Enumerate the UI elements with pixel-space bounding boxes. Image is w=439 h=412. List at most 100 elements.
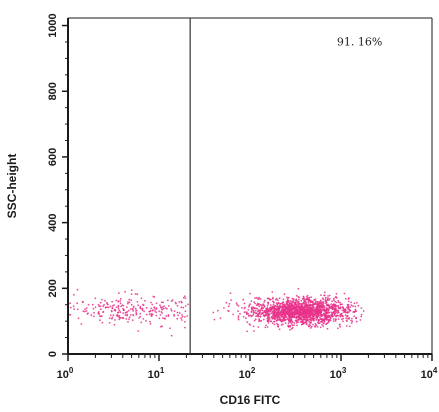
data-point: [322, 309, 324, 312]
data-point: [102, 305, 104, 308]
data-point: [258, 305, 261, 308]
data-point: [124, 311, 127, 314]
data-point: [298, 303, 300, 306]
data-point: [271, 322, 274, 325]
data-point: [342, 320, 344, 323]
data-point: [246, 330, 249, 333]
data-point: [160, 301, 163, 304]
data-point: [149, 322, 152, 325]
data-point: [170, 300, 173, 302]
data-point: [254, 297, 256, 299]
data-point: [242, 315, 245, 318]
data-point: [250, 310, 253, 313]
data-point: [106, 303, 109, 306]
data-point: [144, 299, 146, 302]
data-point: [321, 323, 323, 326]
data-point: [280, 315, 283, 317]
data-point: [263, 301, 266, 303]
data-point: [94, 297, 97, 300]
data-point: [289, 301, 291, 304]
data-point: [286, 296, 288, 299]
data-point: [302, 295, 305, 298]
data-point: [250, 300, 253, 302]
data-point: [282, 311, 284, 314]
data-point: [296, 315, 299, 318]
data-point: [354, 305, 357, 308]
data-point: [305, 303, 308, 306]
data-point: [308, 297, 310, 300]
data-point: [247, 314, 250, 317]
data-point: [176, 304, 179, 307]
data-point: [278, 318, 281, 320]
data-point: [280, 309, 283, 312]
data-point: [331, 300, 333, 303]
data-point: [343, 309, 346, 312]
data-point: [82, 300, 84, 303]
data-point: [348, 325, 351, 328]
data-point: [344, 311, 346, 314]
data-point: [304, 301, 307, 303]
data-point: [115, 306, 118, 309]
data-point: [322, 302, 325, 305]
data-point: [248, 305, 250, 308]
data-point: [126, 314, 128, 317]
data-point: [259, 309, 262, 312]
data-point: [266, 326, 269, 328]
data-point: [262, 318, 265, 321]
data-point: [115, 314, 118, 317]
data-point: [327, 321, 330, 324]
data-point: [277, 323, 279, 326]
data-point: [328, 294, 331, 297]
data-point: [259, 304, 262, 306]
data-point: [360, 315, 363, 318]
data-point: [325, 304, 328, 307]
data-point: [332, 320, 335, 322]
data-point: [120, 305, 122, 308]
data-point: [246, 321, 249, 324]
data-point: [325, 309, 328, 312]
data-point: [339, 313, 342, 315]
data-point: [176, 311, 179, 314]
data-point: [132, 314, 135, 316]
data-point: [341, 309, 344, 312]
data-point: [317, 308, 320, 311]
data-point: [170, 309, 173, 312]
data-point: [287, 317, 289, 320]
data-point: [315, 300, 317, 303]
data-point: [300, 318, 303, 320]
data-point: [129, 308, 132, 311]
data-point: [357, 304, 360, 307]
data-point: [323, 294, 326, 297]
data-point: [297, 321, 300, 323]
data-point: [301, 308, 303, 310]
data-point: [183, 316, 186, 318]
data-point: [320, 310, 322, 313]
data-point: [111, 306, 114, 309]
data-point: [141, 303, 144, 306]
data-point: [76, 308, 79, 311]
data-point: [275, 302, 278, 305]
data-point: [148, 313, 151, 316]
data-point: [289, 307, 291, 310]
data-point: [143, 310, 146, 313]
data-point: [227, 309, 230, 312]
data-point: [237, 317, 240, 319]
data-point: [135, 309, 138, 312]
data-point: [176, 317, 179, 320]
data-point: [272, 312, 275, 314]
data-point: [99, 308, 102, 311]
data-point: [347, 303, 350, 306]
data-point: [174, 301, 177, 304]
data-point: [245, 311, 248, 313]
data-point: [271, 306, 274, 309]
data-point: [332, 318, 335, 320]
data-point: [344, 314, 347, 317]
data-point: [256, 304, 259, 306]
data-point: [118, 309, 121, 312]
data-point: [311, 317, 314, 320]
x-tick-label: 103: [330, 366, 347, 381]
data-point: [340, 312, 343, 315]
data-point: [309, 312, 312, 315]
data-point: [337, 327, 339, 330]
data-point: [237, 318, 240, 321]
